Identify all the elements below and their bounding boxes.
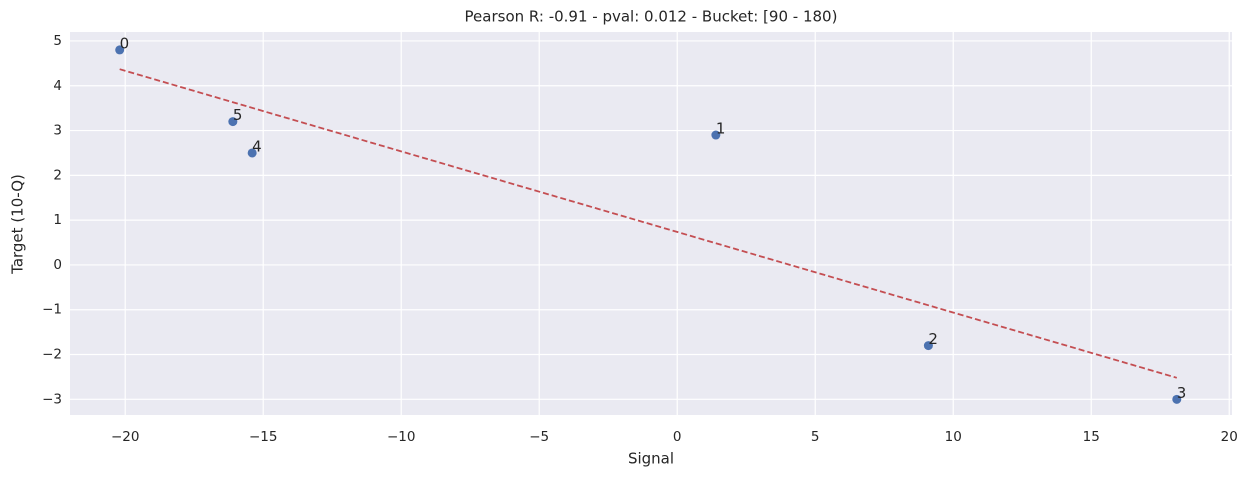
y-tick-label: 0 [53, 257, 62, 273]
x-tick-label: 5 [811, 429, 820, 445]
x-tick-label: 10 [945, 429, 962, 445]
y-tick-label: −3 [42, 391, 62, 407]
chart-title: Pearson R: -0.91 - pval: 0.012 - Bucket:… [465, 8, 838, 26]
x-tick-label: −20 [111, 429, 140, 445]
point [228, 117, 238, 127]
point-label: 2 [928, 330, 938, 348]
x-tick-label: 0 [673, 429, 682, 445]
x-tick-label: −10 [387, 429, 416, 445]
y-tick-label: 1 [53, 212, 62, 228]
x-tick-label: 20 [1221, 429, 1238, 445]
point [1172, 394, 1182, 404]
y-tick-label: 3 [53, 123, 62, 139]
point-label: 1 [716, 120, 726, 138]
point-label: 5 [233, 106, 243, 124]
point-label: 0 [120, 34, 130, 52]
point [923, 341, 933, 351]
x-axis-label: Signal [628, 450, 674, 468]
point-label: 3 [1177, 384, 1187, 402]
x-tick-label: −5 [529, 429, 549, 445]
y-tick-label: 5 [53, 33, 62, 49]
y-tick-label: −1 [42, 302, 62, 318]
y-tick-label: 4 [53, 78, 62, 94]
point-label: 4 [252, 137, 262, 155]
y-tick-label: −2 [42, 347, 62, 363]
x-tick-label: 15 [1083, 429, 1100, 445]
y-axis-label: Target (10-Q) [9, 174, 27, 275]
fit-line [119, 68, 1178, 379]
point [115, 45, 125, 55]
x-tick-label: −15 [249, 429, 278, 445]
point [247, 148, 257, 158]
point [711, 130, 721, 140]
y-tick-label: 2 [53, 167, 62, 183]
